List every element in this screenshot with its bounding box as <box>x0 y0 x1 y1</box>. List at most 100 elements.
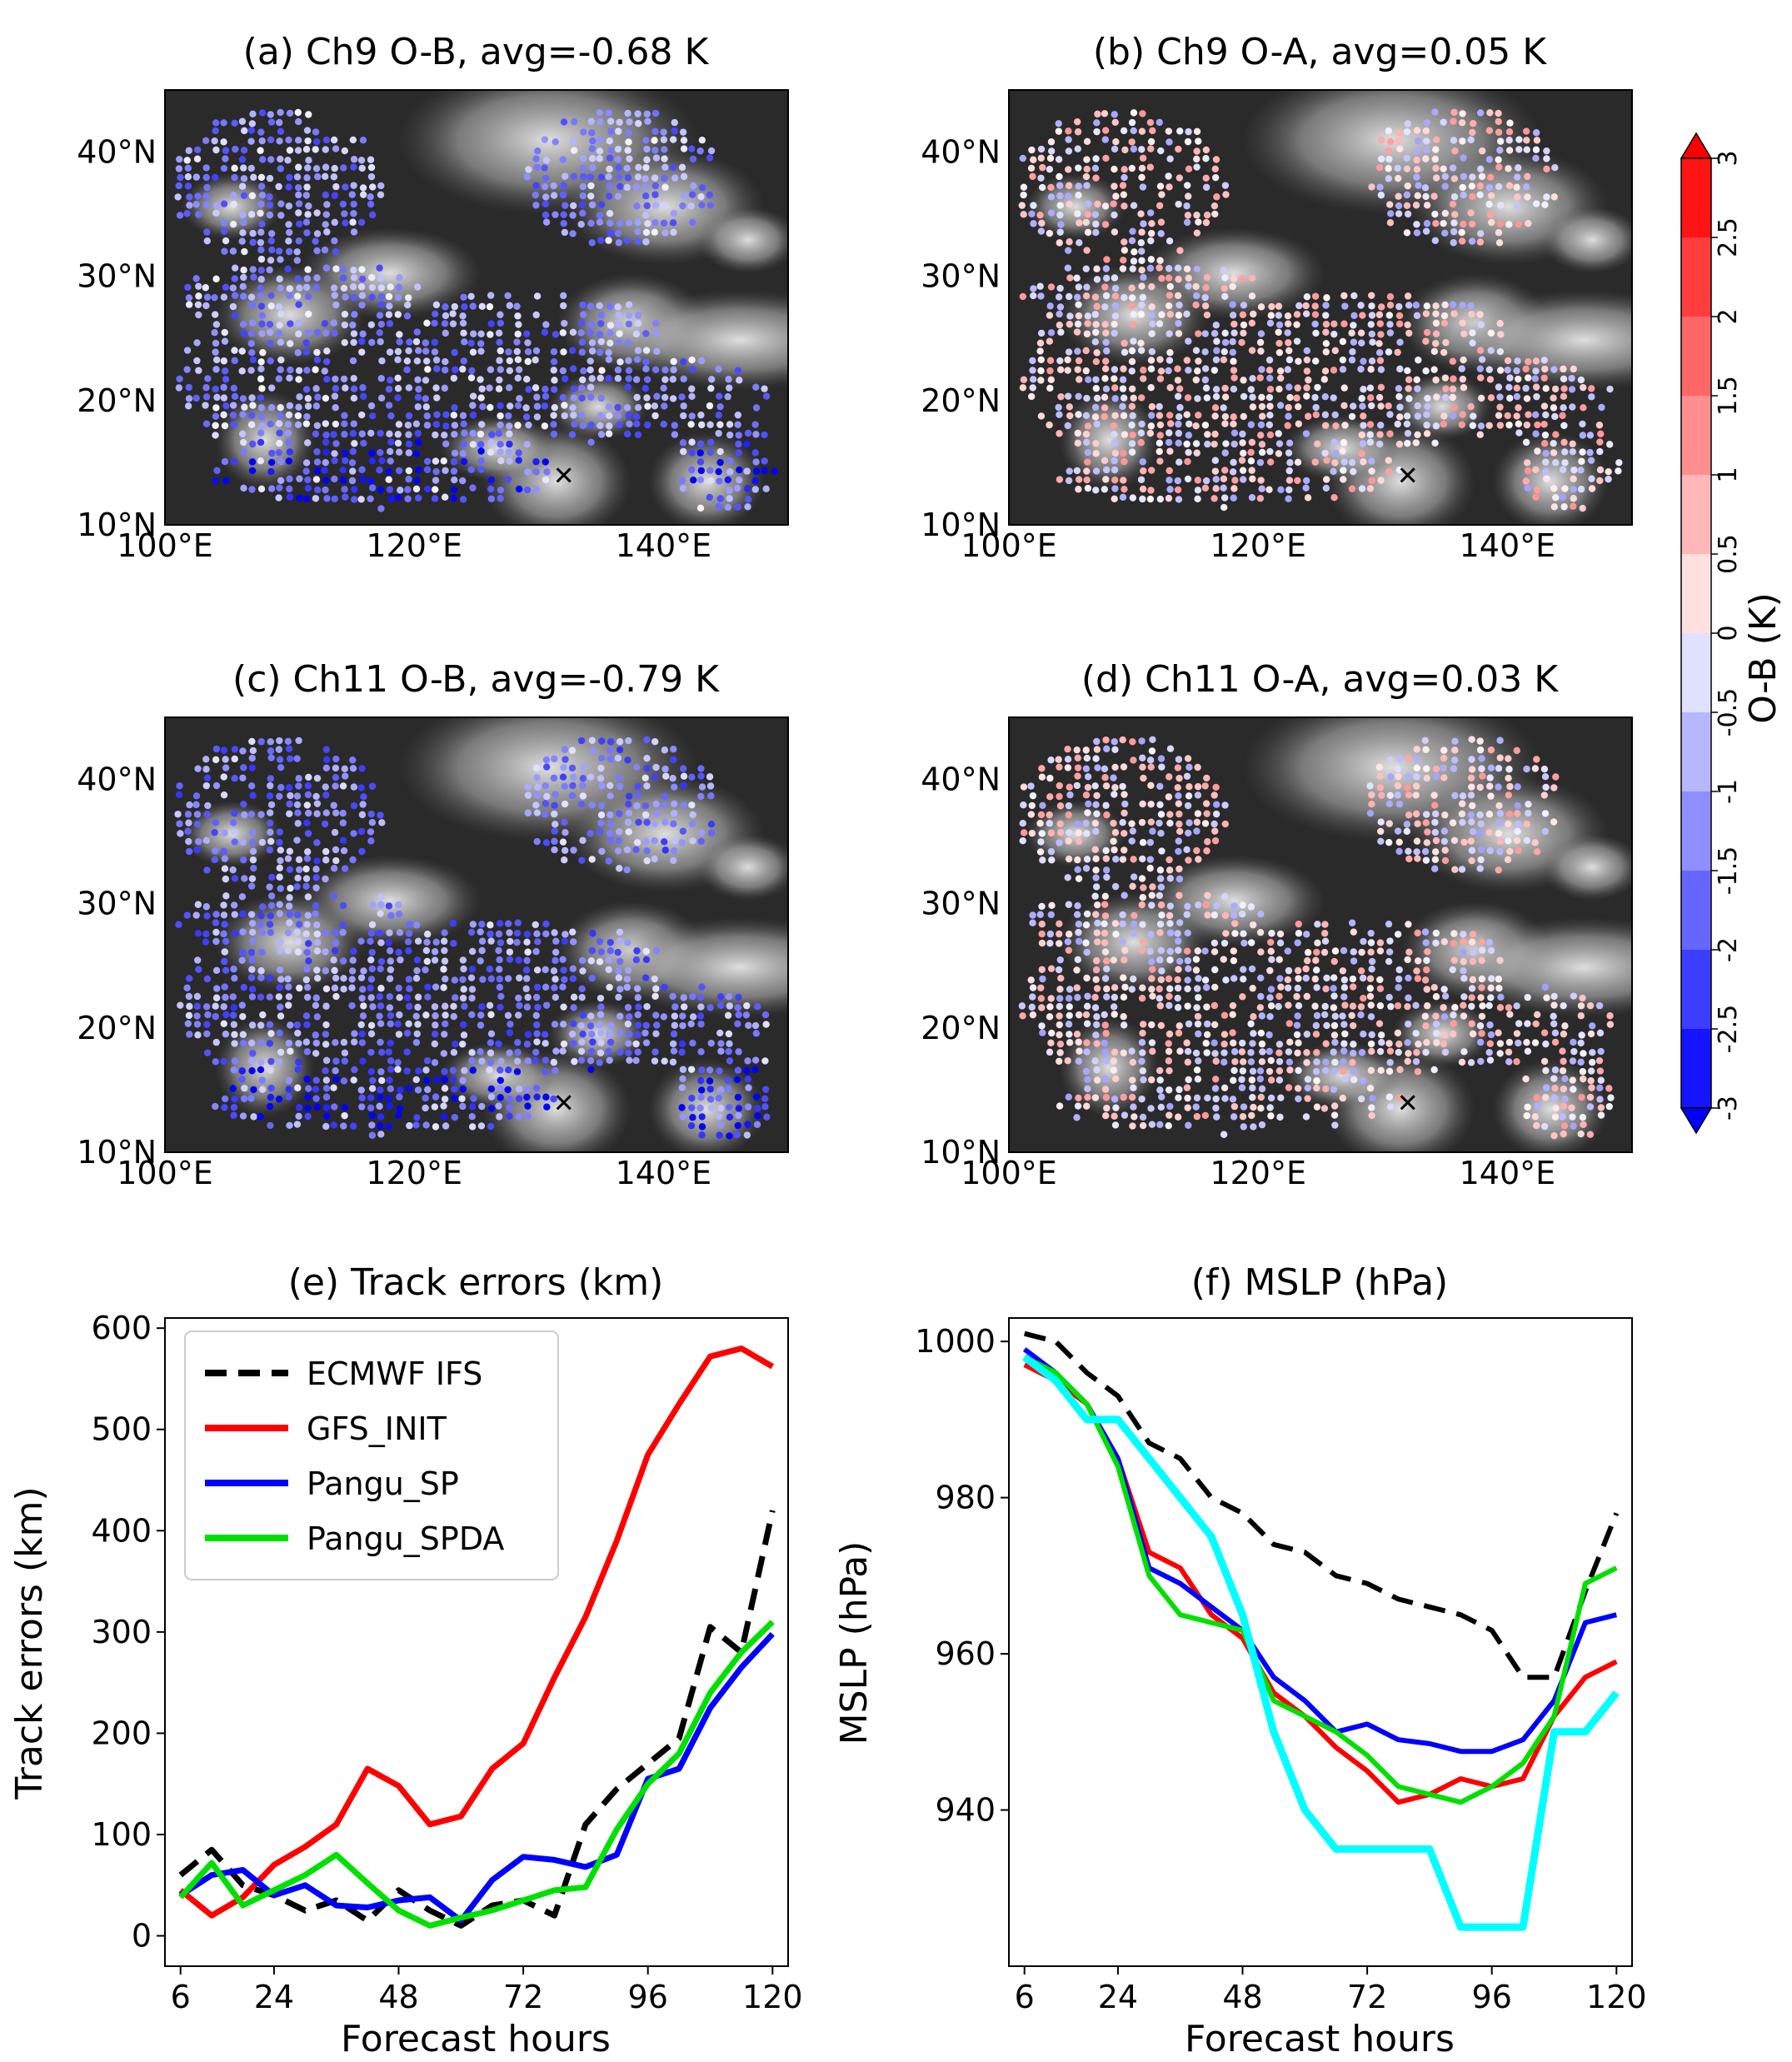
obs-dot <box>286 866 294 873</box>
obs-dot <box>1165 793 1173 801</box>
obs-dot <box>1193 265 1201 273</box>
obs-dot <box>1148 1121 1156 1128</box>
obs-dot <box>1084 312 1092 320</box>
obs-dot <box>231 875 239 882</box>
obs-dot <box>726 1103 733 1111</box>
obs-dot <box>605 192 613 200</box>
obs-dot <box>1394 781 1402 790</box>
obs-dot <box>441 1031 448 1038</box>
obs-dot <box>643 202 651 210</box>
obs-dot <box>1139 800 1146 808</box>
obs-dot <box>348 1001 356 1010</box>
obs-dot <box>1120 763 1128 771</box>
obs-dot <box>1367 402 1375 410</box>
obs-dot <box>406 985 413 992</box>
obs-dot <box>635 163 642 172</box>
obs-dot <box>624 147 631 154</box>
obs-dot <box>1451 866 1459 873</box>
map-y-tick-label: 30°N <box>77 258 157 295</box>
obs-dot <box>1266 994 1274 1001</box>
obs-dot <box>331 450 338 457</box>
obs-dot <box>1478 1012 1486 1021</box>
obs-dot <box>578 319 586 327</box>
obs-dot <box>1450 117 1457 125</box>
obs-dot <box>1047 376 1055 384</box>
obs-dot <box>1046 384 1054 392</box>
obs-dot <box>514 330 522 338</box>
obs-dot <box>1239 311 1247 318</box>
obs-dot <box>1185 448 1192 457</box>
obs-dot <box>1221 274 1229 282</box>
obs-dot <box>304 292 312 301</box>
obs-dot <box>1469 173 1476 181</box>
obs-dot <box>1367 1013 1375 1021</box>
obs-dot <box>185 847 193 856</box>
obs-dot <box>186 801 193 809</box>
obs-dot <box>587 421 595 429</box>
obs-dot <box>377 893 385 901</box>
obs-dot <box>423 466 432 473</box>
obs-dot <box>1156 375 1165 382</box>
obs-dot <box>1204 838 1211 846</box>
obs-dot <box>1111 485 1119 492</box>
obs-dot <box>1534 421 1541 429</box>
obs-dot <box>1486 1021 1494 1029</box>
obs-dot <box>285 237 292 245</box>
obs-dot <box>724 1011 732 1020</box>
obs-dot <box>202 930 210 938</box>
obs-dot <box>358 348 366 356</box>
obs-dot <box>606 210 614 217</box>
obs-dot <box>1532 493 1540 501</box>
obs-dot <box>587 438 595 447</box>
obs-dot <box>241 247 248 256</box>
obs-dot <box>688 356 696 364</box>
obs-dot <box>440 937 448 945</box>
obs-dot <box>295 775 302 782</box>
obs-dot <box>1266 966 1274 975</box>
obs-dot <box>1303 384 1310 392</box>
obs-dot <box>1056 476 1064 483</box>
obs-dot <box>1166 486 1174 493</box>
storm-center-marker <box>1400 1095 1415 1111</box>
obs-dot <box>286 285 294 292</box>
obs-dot <box>1119 376 1127 383</box>
obs-dot <box>302 420 311 427</box>
obs-dot <box>606 339 614 347</box>
obs-dot <box>541 811 549 818</box>
obs-dot <box>351 1066 358 1074</box>
obs-dot <box>1377 331 1385 338</box>
obs-dot <box>1568 1104 1575 1111</box>
obs-dot <box>588 155 597 162</box>
obs-dot <box>1193 163 1200 171</box>
obs-dot <box>277 155 284 163</box>
obs-dot <box>469 484 477 492</box>
obs-dot <box>1029 1011 1037 1019</box>
obs-dot <box>1084 992 1091 1000</box>
obs-dot <box>239 1039 247 1047</box>
obs-dot <box>532 468 540 476</box>
obs-dot <box>1349 975 1357 983</box>
obs-dot <box>1525 801 1532 808</box>
obs-dot <box>1184 1002 1191 1010</box>
obs-dot <box>303 819 311 826</box>
obs-dot <box>1349 1059 1356 1066</box>
obs-dot <box>506 1112 513 1121</box>
obs-dot <box>394 347 402 356</box>
obs-dot <box>1184 475 1192 483</box>
obs-dot <box>238 956 246 964</box>
obs-dot <box>1478 984 1485 991</box>
obs-dot <box>1268 956 1275 963</box>
obs-dot <box>249 937 257 945</box>
obs-dot <box>1230 275 1238 282</box>
obs-dot <box>1294 939 1301 946</box>
obs-dot <box>1112 1075 1120 1083</box>
obs-dot <box>1065 995 1073 1002</box>
obs-dot <box>1580 383 1587 392</box>
obs-dot <box>1157 218 1166 226</box>
obs-dot <box>432 356 441 364</box>
obs-dot <box>1102 1056 1111 1065</box>
obs-dot <box>1266 447 1274 456</box>
obs-dot <box>706 438 715 447</box>
obs-dot <box>1156 1121 1164 1129</box>
